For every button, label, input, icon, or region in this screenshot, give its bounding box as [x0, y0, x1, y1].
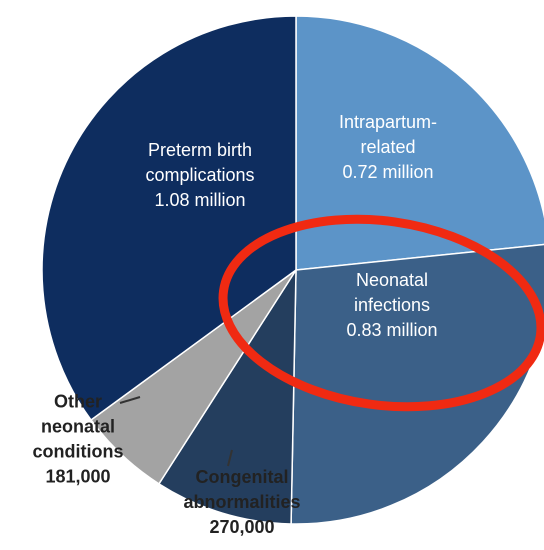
slice-label: Preterm birth complications 1.08 million	[145, 140, 254, 210]
category-label: Intrapartum-related	[339, 112, 437, 157]
slices	[41, 15, 544, 525]
category-label: Other neonatal conditions	[33, 391, 124, 461]
value-label: 270,000	[209, 517, 274, 537]
slice-label: Other neonatal conditions 181,000	[33, 391, 124, 486]
value-label: 0.83 million	[346, 320, 437, 340]
slice	[41, 15, 297, 422]
slice-label: Congenital abnormalities 270,000	[183, 467, 300, 537]
value-label: 1.08 million	[154, 190, 245, 210]
category-label: Preterm birth complications	[145, 140, 254, 185]
highlight-ellipse	[218, 214, 544, 412]
leader-line	[227, 449, 233, 467]
slice-label: Neonatal infections 0.83 million	[346, 270, 437, 340]
category-label: Neonatal infections	[354, 270, 430, 315]
category-label: Congenital abnormalities	[183, 467, 300, 512]
slice	[157, 267, 297, 525]
value-label: 0.72 million	[342, 162, 433, 182]
slice	[295, 15, 544, 271]
slice-label: Intrapartum-related 0.72 million	[339, 112, 437, 182]
leader-line	[119, 396, 141, 404]
value-label: 181,000	[45, 466, 110, 486]
slice	[290, 243, 544, 525]
